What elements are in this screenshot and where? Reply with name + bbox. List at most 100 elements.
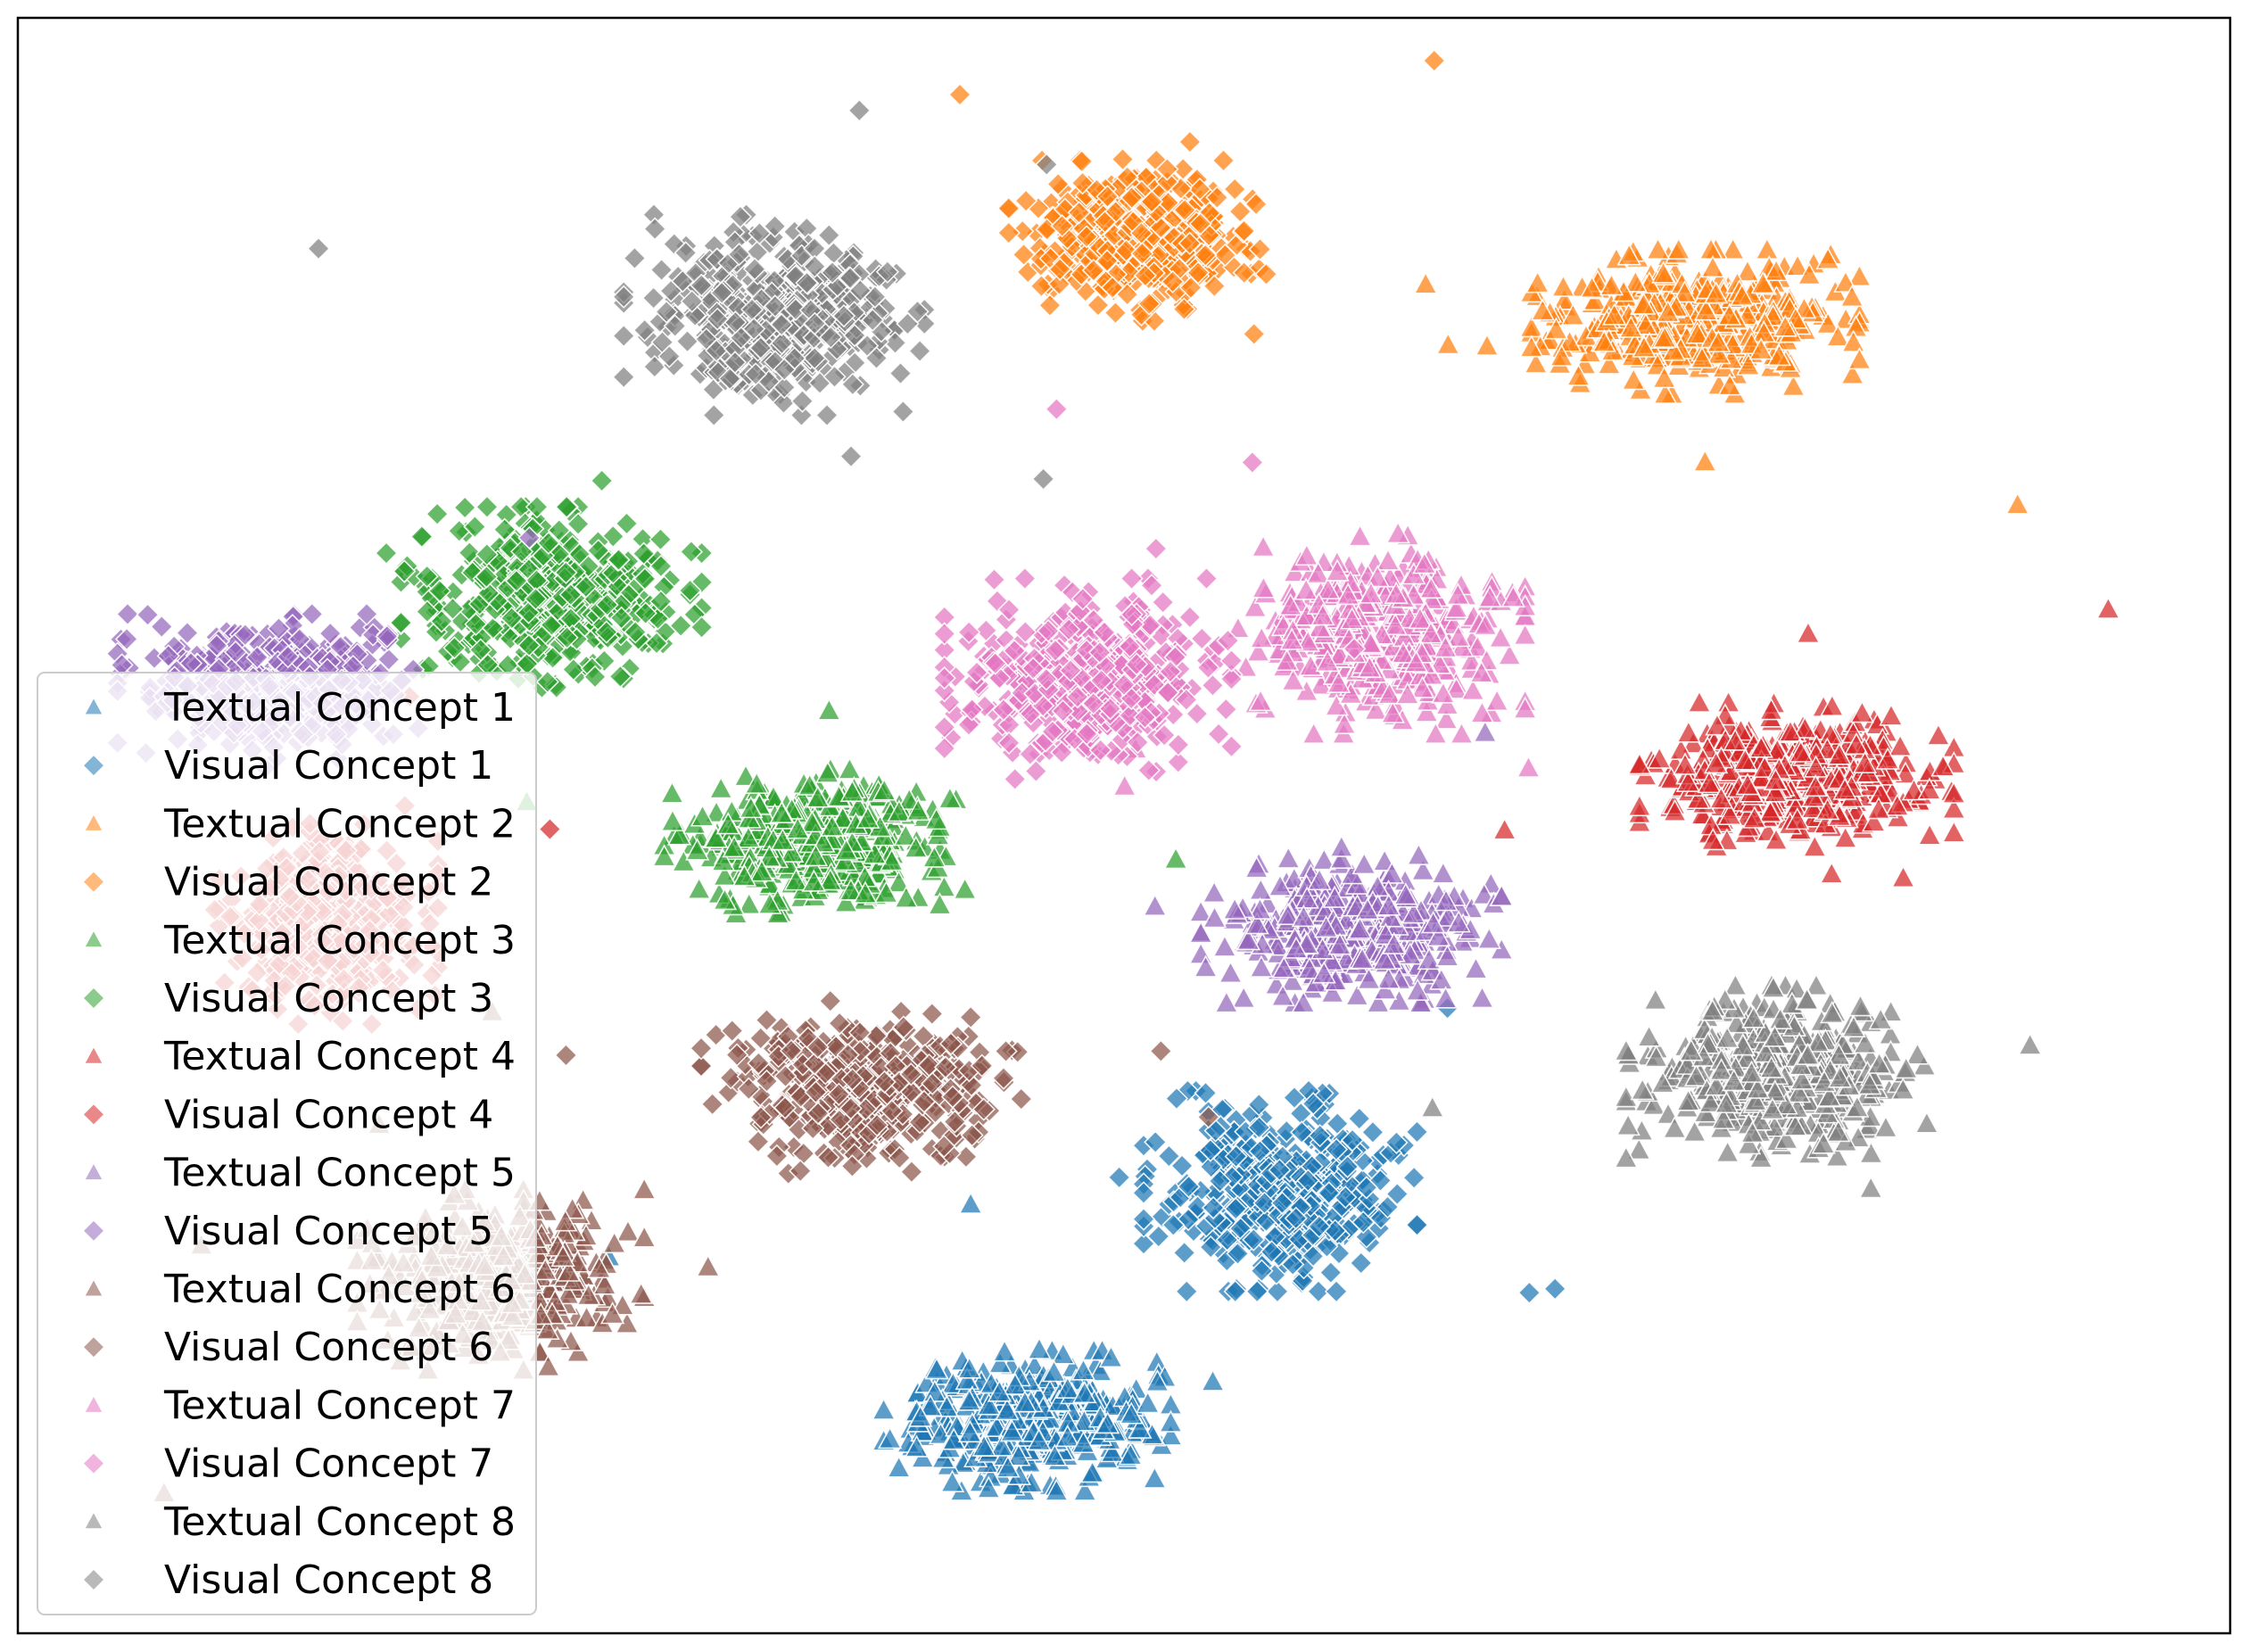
triangle-point-series-1 — [976, 1475, 1001, 1499]
diamond-point-series-2 — [1144, 1130, 1168, 1154]
triangle-point-series-1 — [1042, 1443, 1068, 1466]
diamond-point-series-2 — [1317, 1181, 1341, 1205]
triangle-point-series-1 — [992, 1339, 1017, 1362]
triangle-point-series-1 — [1012, 1390, 1037, 1413]
triangle-point-series-1 — [1119, 1401, 1144, 1425]
triangle-point-series-1 — [934, 1394, 960, 1417]
diamond-point-series-2 — [1405, 1212, 1429, 1237]
diamond-point-series-2 — [1247, 1115, 1271, 1140]
diamond-point-series-2 — [1215, 1227, 1239, 1252]
diamond-point-series-2 — [1164, 1086, 1189, 1111]
triangle-point-series-1 — [957, 1419, 983, 1443]
triangle-point-series-1 — [1003, 1372, 1028, 1395]
triangle-point-series-1 — [1095, 1411, 1120, 1434]
triangle-point-series-1 — [1044, 1478, 1070, 1501]
triangle-point-series-1 — [1070, 1358, 1096, 1381]
diamond-point-series-2 — [1351, 1210, 1376, 1235]
triangle-point-series-1 — [1087, 1359, 1113, 1382]
triangle-point-series-1 — [886, 1455, 912, 1478]
diamond-point-series-2 — [1349, 1251, 1373, 1276]
triangle-point-series-1 — [956, 1388, 982, 1411]
triangle-point-series-1 — [1055, 1375, 1080, 1399]
diamond-point-series-2 — [1199, 1154, 1223, 1179]
diamond-point-series-2 — [1306, 1279, 1331, 1303]
triangle-point-series-1 — [1200, 1368, 1226, 1392]
diamond-point-series-2 — [1194, 1081, 1218, 1105]
diamond-point-series-2 — [1324, 1279, 1349, 1303]
triangle-point-series-1 — [987, 1379, 1012, 1402]
triangle-point-series-1 — [999, 1419, 1025, 1442]
triangle-point-series-1 — [1070, 1430, 1096, 1454]
triangle-point-series-1 — [871, 1397, 897, 1420]
diamond-point-series-2 — [1302, 1092, 1326, 1116]
triangle-point-series-1 — [918, 1393, 943, 1417]
diamond-point-series-2 — [1252, 1191, 1277, 1215]
triangle-point-series-1 — [1142, 1466, 1168, 1489]
triangle-point-series-1 — [1118, 1442, 1143, 1466]
triangle-point-series-1 — [939, 1469, 965, 1492]
triangle-point-series-1 — [877, 1426, 903, 1450]
diamond-point-series-2 — [1223, 1279, 1247, 1303]
triangle-point-series-1 — [955, 1367, 979, 1391]
diamond-point-series-2 — [1335, 1154, 1360, 1178]
diamond-point-series-2 — [1282, 1086, 1307, 1110]
triangle-point-series-1 — [1027, 1336, 1052, 1359]
diamond-point-series-2 — [1275, 1119, 1299, 1144]
triangle-point-series-1 — [1158, 1409, 1184, 1433]
diamond-point-series-2 — [1224, 1144, 1248, 1169]
triangle-point-series-1 — [1145, 1368, 1170, 1392]
diamond-point-series-2 — [1290, 1120, 1314, 1144]
diamond-point-series-2 — [1131, 1181, 1156, 1205]
diamond-point-series-2 — [1226, 1242, 1250, 1266]
diamond-point-series-2 — [1172, 1241, 1196, 1265]
diamond-point-series-2 — [1265, 1279, 1290, 1303]
diamond-point-series-2 — [1385, 1182, 1409, 1206]
triangle-point-series-1 — [924, 1357, 949, 1380]
diamond-point-series-2 — [1199, 1235, 1223, 1260]
diamond-point-series-2 — [1247, 1093, 1271, 1117]
triangle-point-series-1 — [1072, 1478, 1097, 1501]
diamond-point-series-2 — [1405, 1119, 1429, 1144]
triangle-point-series-1 — [922, 1379, 947, 1402]
triangle-point-series-1 — [1051, 1342, 1076, 1365]
triangle-point-series-1 — [995, 1398, 1020, 1421]
triangle-point-series-1 — [1055, 1424, 1080, 1448]
diamond-point-series-2 — [1198, 1138, 1223, 1162]
diamond-point-series-2 — [1175, 1279, 1199, 1303]
triangle-point-series-1 — [957, 1356, 982, 1379]
triangle-point-series-1 — [958, 1191, 983, 1214]
diamond-point-series-2 — [1157, 1144, 1181, 1169]
triangle-point-series-1 — [1098, 1344, 1124, 1368]
triangle-point-series-1 — [971, 1433, 996, 1457]
triangle-point-series-1 — [941, 1427, 966, 1450]
triangle-point-series-1 — [1135, 1391, 1161, 1414]
triangle-point-series-1 — [1027, 1427, 1052, 1451]
diamond-point-series-2 — [1131, 1232, 1156, 1256]
diamond-point-series-2 — [1281, 1252, 1305, 1276]
triangle-point-series-1 — [996, 1455, 1021, 1478]
diamond-point-series-2 — [1270, 1191, 1294, 1215]
triangle-point-series-1 — [1079, 1460, 1105, 1483]
diamond-point-series-2 — [1161, 1213, 1186, 1237]
diamond-point-series-2 — [1242, 1227, 1266, 1251]
diamond-point-series-2 — [1324, 1137, 1349, 1161]
diamond-point-series-2 — [1248, 1139, 1272, 1163]
diamond-point-series-2 — [1131, 1207, 1156, 1231]
triangle-point-series-1 — [904, 1434, 930, 1458]
diamond-point-series-2 — [1177, 1175, 1201, 1199]
diamond-point-series-2 — [1224, 1196, 1248, 1221]
diamond-point-series-2 — [1284, 1206, 1308, 1230]
diamond-point-series-2 — [1250, 1259, 1274, 1283]
diamond-point-series-2 — [1354, 1176, 1378, 1200]
diamond-point-series-2 — [1376, 1194, 1400, 1219]
triangle-point-series-1 — [988, 1351, 1012, 1374]
triangle-point-series-1 — [1128, 1416, 1153, 1439]
diamond-point-series-2 — [1347, 1106, 1371, 1131]
triangle-point-series-1 — [976, 1392, 1002, 1416]
diamond-point-series-2 — [1169, 1153, 1194, 1178]
diamond-point-series-2 — [1318, 1260, 1343, 1284]
triangle-point-series-1 — [928, 1422, 954, 1445]
triangle-point-series-1 — [1100, 1440, 1125, 1463]
diamond-point-series-2 — [1402, 1166, 1426, 1190]
